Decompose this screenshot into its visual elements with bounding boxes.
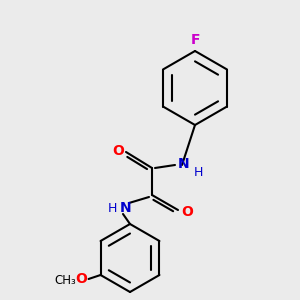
Text: O: O <box>112 144 124 158</box>
Text: F: F <box>191 33 201 47</box>
Text: N: N <box>178 157 190 171</box>
Text: O: O <box>181 205 193 219</box>
Text: N: N <box>120 201 132 215</box>
Text: H: H <box>107 202 117 214</box>
Text: O: O <box>76 272 88 286</box>
Text: H: H <box>193 166 203 178</box>
Text: CH₃: CH₃ <box>55 274 76 286</box>
